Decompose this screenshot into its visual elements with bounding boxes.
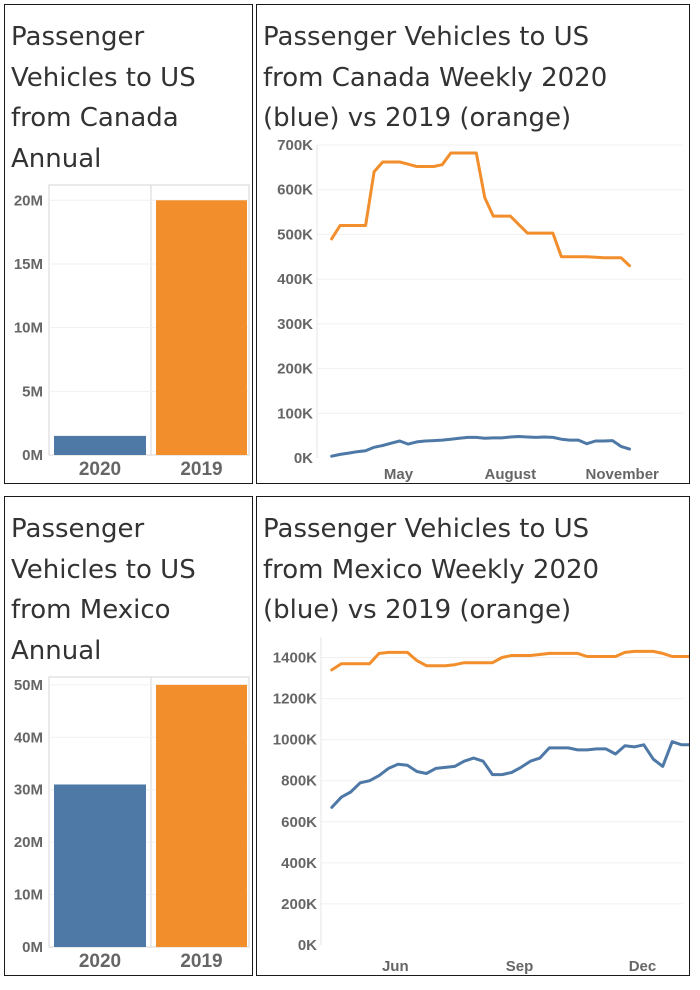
y-tick-label: 1200K — [273, 691, 317, 708]
y-tick-label: 0M — [22, 447, 43, 464]
x-tick-label: May — [384, 466, 414, 483]
y-tick-label: 400K — [281, 855, 317, 872]
title-line: Passenger Vehicles to US — [263, 514, 590, 544]
title-line: (blue) vs 2019 (orange) — [263, 103, 572, 133]
x-category-label: 2019 — [180, 951, 222, 972]
x-tick-label: August — [484, 466, 536, 483]
y-tick-label: 0K — [298, 937, 317, 954]
mexico-annual-bar-chart: 0M 10M 20M 30M 40M 50M 2020 2019 — [14, 676, 250, 972]
title-line: Passenger Vehicles to US — [263, 22, 590, 52]
y-tick-label: 600K — [277, 182, 313, 199]
x-category-label: 2019 — [180, 459, 222, 480]
x-tick-label: Sep — [506, 958, 534, 975]
y-tick-label: 1000K — [273, 732, 317, 749]
bar-2020 — [54, 435, 146, 455]
y-tick-label: 40M — [14, 729, 43, 746]
chart-title: Passenger Vehicles to US from Canada Ann… — [11, 17, 196, 179]
title-line: Annual — [11, 143, 102, 174]
mexico-weekly-line-chart: 0K 200K 400K 600K 800K 1000K 1200K 1400K Jun Sep D… — [273, 637, 689, 975]
series-2019-line — [330, 649, 689, 672]
x-tick-label: Jun — [382, 958, 409, 975]
y-tick-label: 800K — [281, 773, 317, 790]
y-tick-label: 10M — [14, 887, 43, 904]
y-tick-label: 20M — [14, 192, 43, 209]
x-tick-label: November — [586, 466, 660, 483]
canada-weekly-line-chart: 0K 100K 200K 300K 400K 500K 600K 700K May August N… — [277, 137, 683, 483]
title-line: from Mexico — [11, 595, 171, 625]
canada-annual-panel: Passenger Vehicles to US from Canada Ann… — [4, 4, 253, 484]
y-tick-label: 0K — [294, 450, 313, 467]
y-tick-label: 5M — [22, 383, 43, 400]
x-tick-label: Dec — [629, 958, 657, 975]
y-tick-label: 500K — [277, 226, 313, 243]
y-tick-label: 200K — [281, 896, 317, 913]
title-line: Passenger — [11, 22, 145, 52]
y-tick-label: 1400K — [273, 650, 317, 667]
x-category-label: 2020 — [79, 951, 121, 972]
y-tick-label: 700K — [277, 137, 313, 154]
series-2019-line — [330, 151, 631, 268]
y-tick-label: 30M — [14, 782, 43, 799]
y-tick-label: 0M — [22, 939, 43, 956]
title-line: from Canada — [11, 103, 179, 133]
y-tick-label: 15M — [14, 256, 43, 273]
bar-2020 — [54, 784, 146, 947]
y-tick-label: 10M — [14, 320, 43, 337]
series-2020-line — [330, 740, 689, 809]
y-tick-label: 50M — [14, 677, 43, 694]
plot-frame — [48, 184, 250, 456]
y-tick-label: 400K — [277, 271, 313, 288]
chart-title: Passenger Vehicles to US from Canada Wee… — [263, 17, 607, 139]
y-tick-label: 20M — [14, 834, 43, 851]
title-line: Passenger — [11, 514, 145, 544]
y-tick-label: 200K — [277, 361, 313, 378]
chart-title: Passenger Vehicles to US from Mexico Ann… — [11, 509, 196, 671]
mexico-weekly-panel: Passenger Vehicles to US from Mexico Wee… — [256, 496, 690, 976]
chart-title: Passenger Vehicles to US from Mexico Wee… — [263, 509, 599, 631]
series-2020-line — [330, 435, 631, 458]
title-line: Vehicles to US — [11, 62, 196, 93]
mexico-annual-panel: Passenger Vehicles to US from Mexico Ann… — [4, 496, 253, 976]
bar-2019 — [156, 684, 247, 947]
plot-frame — [48, 676, 250, 948]
title-line: (blue) vs 2019 (orange) — [263, 595, 572, 625]
y-tick-label: 600K — [281, 814, 317, 831]
title-line: from Canada Weekly 2020 — [263, 62, 608, 93]
x-category-label: 2020 — [79, 459, 121, 480]
title-line: from Mexico Weekly 2020 — [263, 554, 600, 585]
title-line: Annual — [11, 635, 102, 666]
bar-2019 — [156, 200, 247, 455]
canada-weekly-panel: Passenger Vehicles to US from Canada Wee… — [256, 4, 690, 484]
canada-annual-bar-chart: 0M 5M 10M 15M 20M 2020 2019 — [14, 184, 250, 480]
y-tick-label: 300K — [277, 316, 313, 333]
y-tick-label: 100K — [277, 405, 313, 422]
title-line: Vehicles to US — [11, 554, 196, 585]
